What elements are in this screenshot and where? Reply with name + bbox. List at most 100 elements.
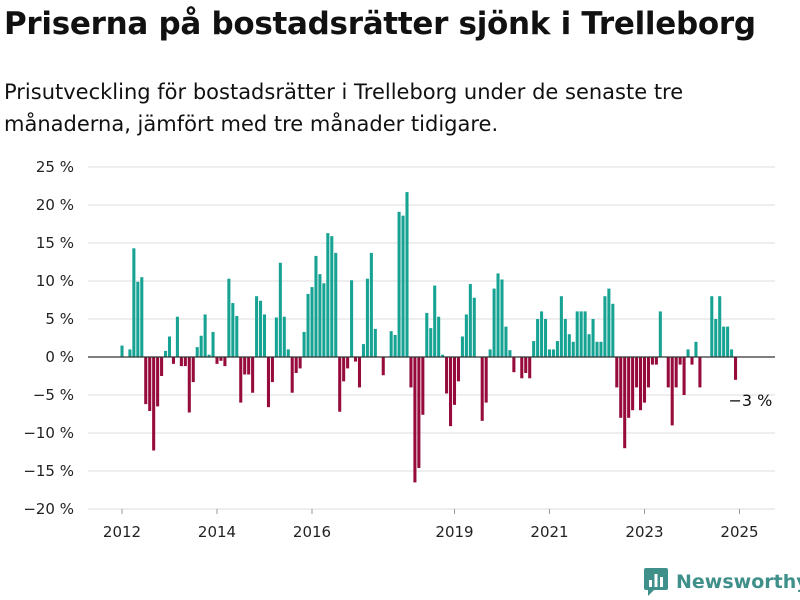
bar-negative xyxy=(627,357,631,418)
bar-negative xyxy=(215,357,219,364)
bar-positive xyxy=(140,277,144,357)
bar-negative xyxy=(452,357,457,405)
bar-negative xyxy=(690,357,694,365)
bar-negative xyxy=(266,357,270,408)
bar-positive xyxy=(373,328,377,357)
bar-negative xyxy=(449,357,453,427)
bar-positive xyxy=(488,349,492,357)
bar-negative xyxy=(445,357,449,394)
bar-positive xyxy=(730,349,734,357)
x-tick-label: 2025 xyxy=(720,523,758,541)
bar-positive xyxy=(350,280,354,357)
bar-positive xyxy=(500,279,504,357)
bar-positive xyxy=(429,328,433,357)
bar-positive xyxy=(211,331,215,357)
bar-positive xyxy=(397,211,401,357)
bar-negative xyxy=(682,357,686,395)
bar-positive xyxy=(547,349,552,357)
bar-negative xyxy=(650,357,654,365)
bar-negative xyxy=(183,357,187,367)
bar-positive xyxy=(540,311,544,357)
bar-negative xyxy=(148,357,152,411)
bar-negative xyxy=(409,357,413,388)
bar-positive xyxy=(508,350,512,357)
bar-positive xyxy=(710,296,714,357)
bar-positive xyxy=(722,326,726,357)
x-tick-label: 2012 xyxy=(103,523,141,541)
bar-positive xyxy=(164,350,168,357)
bar-positive xyxy=(389,331,393,357)
bar-positive xyxy=(128,349,132,357)
x-tick-label: 2021 xyxy=(530,523,568,541)
y-tick-label: 0 % xyxy=(45,348,74,366)
bar-negative xyxy=(670,357,674,426)
bar-positive xyxy=(227,278,231,357)
bar-positive xyxy=(425,312,429,357)
bar-positive xyxy=(544,319,548,357)
bar-negative xyxy=(251,357,255,393)
bar-positive xyxy=(571,341,575,357)
bar-positive xyxy=(464,314,468,357)
bar-positive xyxy=(555,341,559,357)
bar-positive xyxy=(658,311,662,357)
bar-positive xyxy=(302,331,306,357)
bar-positive xyxy=(587,334,591,357)
y-tick-label: 20 % xyxy=(36,196,74,214)
bar-negative xyxy=(619,357,623,418)
bar-positive xyxy=(282,316,286,357)
bar-negative xyxy=(152,357,156,451)
bar-negative xyxy=(484,357,488,403)
bar-negative xyxy=(219,357,223,361)
bar-negative xyxy=(191,357,195,383)
bar-negative xyxy=(413,357,417,483)
bar-negative xyxy=(338,357,342,412)
bar-negative xyxy=(674,357,678,388)
y-tick-label: −5 % xyxy=(33,386,74,404)
bar-negative xyxy=(243,357,247,375)
bar-positive xyxy=(199,335,203,357)
bar-positive xyxy=(433,285,437,357)
x-tick-label: 2023 xyxy=(625,523,663,541)
bar-positive xyxy=(136,281,140,357)
bar-negative xyxy=(171,357,175,364)
bar-positive xyxy=(441,354,445,357)
bar-positive xyxy=(235,315,239,357)
bar-negative xyxy=(615,357,619,388)
bar-positive xyxy=(278,262,282,357)
bar-negative xyxy=(635,357,639,388)
bar-negative xyxy=(639,357,643,411)
bar-negative xyxy=(666,357,670,388)
bar-positive xyxy=(532,341,536,357)
bar-negative xyxy=(480,357,484,421)
newsworthy-logo[interactable]: Newsworthy xyxy=(644,568,800,596)
bar-positive xyxy=(259,300,263,357)
bar-positive xyxy=(318,274,322,357)
bar-negative xyxy=(144,357,148,405)
x-tick-label: 2014 xyxy=(198,523,236,541)
y-tick-label: −15 % xyxy=(23,462,74,480)
bar-negative xyxy=(298,357,302,369)
bar-positive xyxy=(607,288,611,357)
y-tick-label: 15 % xyxy=(36,234,74,252)
bar-negative xyxy=(524,357,528,373)
bar-positive xyxy=(563,319,567,357)
bar-positive xyxy=(255,296,259,357)
bar-negative xyxy=(381,357,385,376)
bar-negative xyxy=(512,357,516,373)
bar-negative xyxy=(678,357,682,365)
bar-positive xyxy=(718,296,722,357)
bar-negative xyxy=(456,357,460,382)
bar-negative xyxy=(421,357,425,415)
bar-positive xyxy=(686,349,690,357)
bar-negative xyxy=(342,357,346,382)
bar-positive xyxy=(559,296,563,357)
x-tick-label: 2016 xyxy=(293,523,331,541)
bar-negative xyxy=(187,357,191,413)
bar-positive xyxy=(694,341,698,357)
bar-negative xyxy=(417,357,421,468)
bar-chart-icon xyxy=(644,568,668,596)
bar-negative xyxy=(156,357,160,407)
bar-positive xyxy=(334,252,338,357)
bar-positive xyxy=(583,311,587,357)
